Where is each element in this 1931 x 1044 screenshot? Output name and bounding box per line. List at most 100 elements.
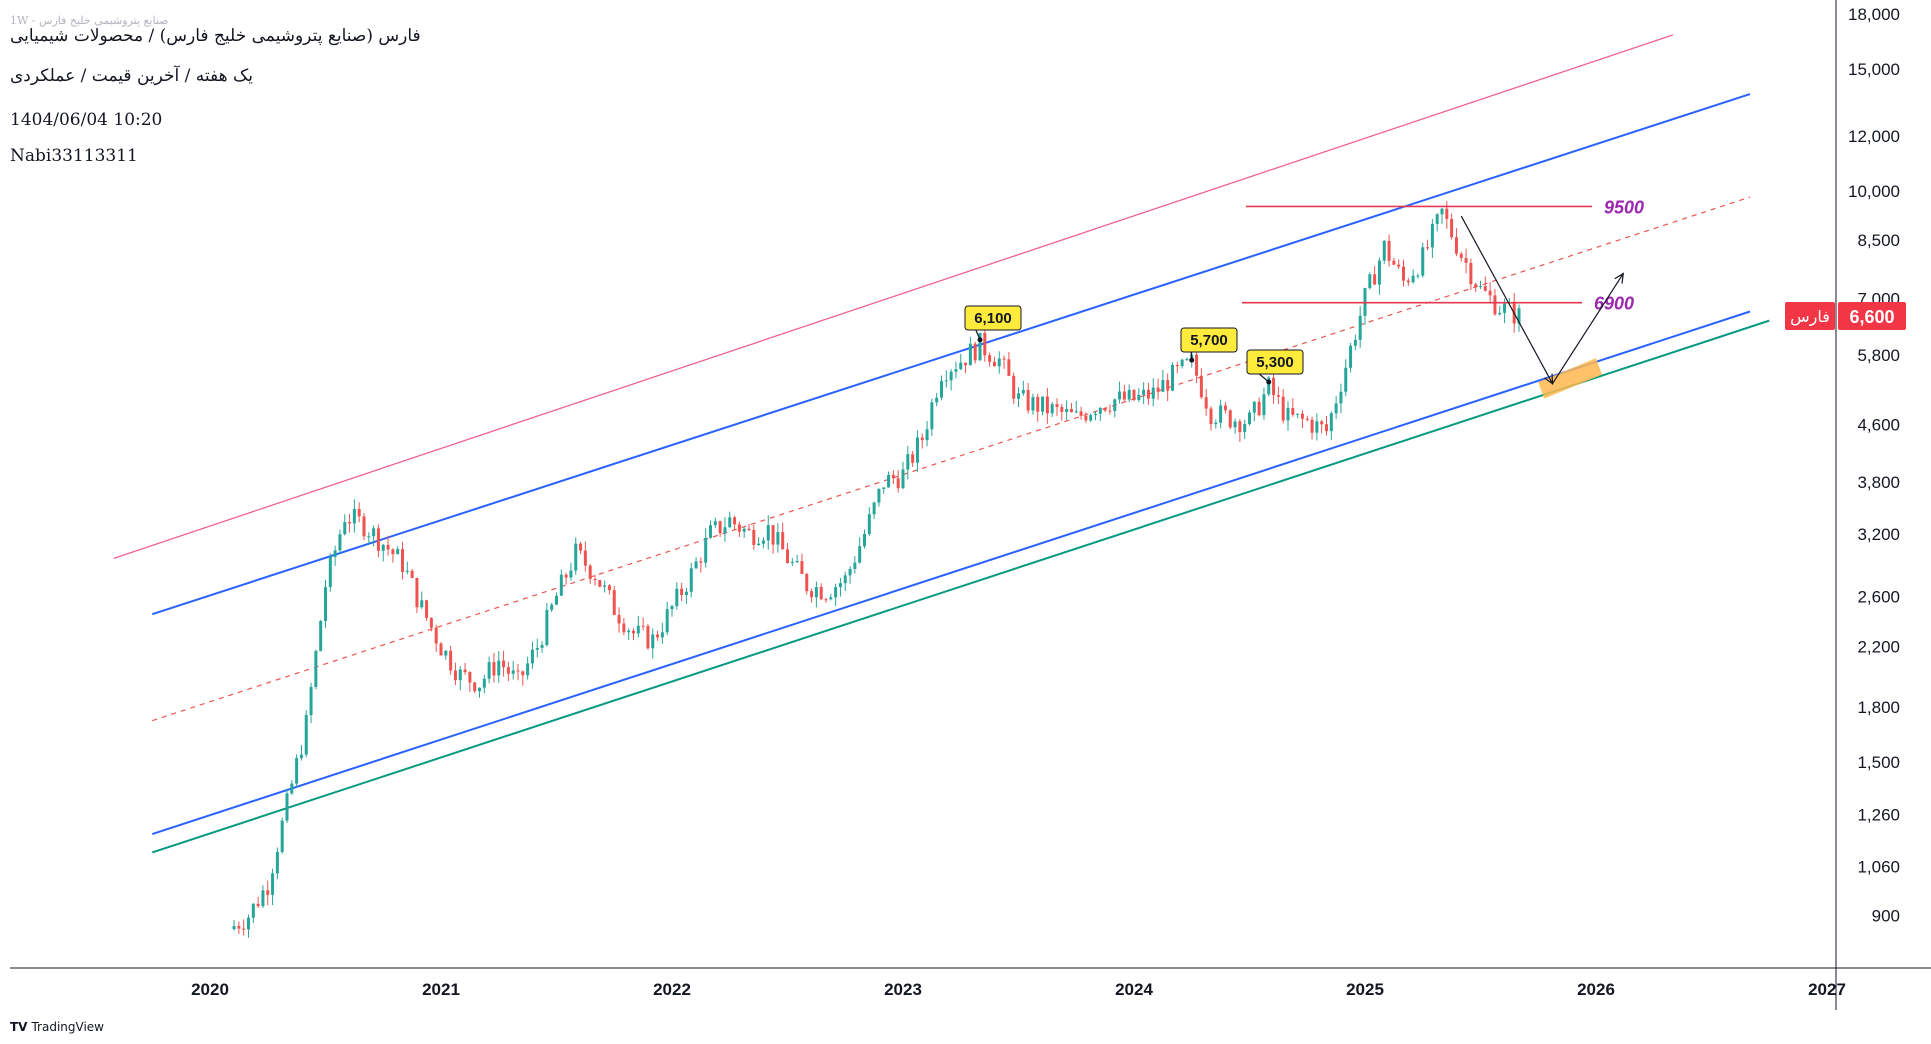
candle[interactable] <box>1262 387 1266 420</box>
candle[interactable] <box>434 624 438 652</box>
candle[interactable] <box>1050 401 1054 417</box>
candle[interactable] <box>444 649 448 660</box>
candle[interactable] <box>550 602 554 613</box>
candle[interactable] <box>1060 403 1064 421</box>
candle[interactable] <box>863 529 866 549</box>
candle[interactable] <box>497 651 501 683</box>
candle[interactable] <box>1084 412 1088 424</box>
candle[interactable] <box>362 513 366 541</box>
candle[interactable] <box>1267 376 1271 397</box>
candle[interactable] <box>1411 269 1415 284</box>
candle[interactable] <box>285 788 289 823</box>
candle[interactable] <box>1045 387 1049 424</box>
candle[interactable] <box>1079 406 1083 420</box>
candle[interactable] <box>439 641 443 656</box>
candle[interactable] <box>242 919 246 936</box>
candle[interactable] <box>819 583 823 601</box>
candle[interactable] <box>810 588 814 603</box>
candle[interactable] <box>511 661 515 680</box>
candle[interactable] <box>757 537 761 547</box>
candle[interactable] <box>1488 282 1492 302</box>
candle[interactable] <box>333 545 337 566</box>
candle[interactable] <box>367 532 371 544</box>
price-callout[interactable]: 5,700 <box>1180 327 1238 363</box>
candle[interactable] <box>1276 386 1280 405</box>
candle[interactable] <box>521 670 525 686</box>
candle[interactable] <box>1464 248 1468 274</box>
candle[interactable] <box>478 687 481 698</box>
candle[interactable] <box>988 352 992 367</box>
candle[interactable] <box>1257 397 1261 417</box>
candle[interactable] <box>280 817 284 854</box>
candle[interactable] <box>1069 402 1073 413</box>
candle[interactable] <box>1243 419 1247 439</box>
candle[interactable] <box>1440 208 1444 224</box>
candle[interactable] <box>343 514 347 536</box>
candle[interactable] <box>627 628 631 641</box>
candle[interactable] <box>1180 358 1184 369</box>
candle[interactable] <box>247 914 250 938</box>
candle[interactable] <box>275 847 279 880</box>
candle[interactable] <box>1118 381 1122 404</box>
candle[interactable] <box>646 623 650 650</box>
candle[interactable] <box>1161 369 1165 392</box>
candle[interactable] <box>877 488 881 507</box>
candle[interactable] <box>266 880 270 906</box>
candle[interactable] <box>1002 355 1006 369</box>
candle[interactable] <box>1252 400 1256 422</box>
candle[interactable] <box>781 522 785 550</box>
candle[interactable] <box>694 557 698 570</box>
candle[interactable] <box>964 362 968 374</box>
candle[interactable] <box>959 353 963 371</box>
candle[interactable] <box>1445 201 1449 229</box>
candle[interactable] <box>675 582 679 610</box>
candle[interactable] <box>1055 398 1059 416</box>
candle[interactable] <box>1498 305 1502 316</box>
candle[interactable] <box>251 903 255 924</box>
candle[interactable] <box>1228 409 1232 430</box>
candle[interactable] <box>699 557 703 573</box>
candle[interactable] <box>1421 242 1425 278</box>
candle[interactable] <box>1122 384 1126 402</box>
candle[interactable] <box>901 461 905 490</box>
candle[interactable] <box>925 421 929 447</box>
candle[interactable] <box>348 514 352 533</box>
candle[interactable] <box>1171 362 1174 392</box>
candle[interactable] <box>656 630 660 641</box>
candle[interactable] <box>1233 418 1237 434</box>
candle[interactable] <box>526 656 530 680</box>
candle[interactable] <box>1334 396 1338 419</box>
candle[interactable] <box>391 548 395 563</box>
candle[interactable] <box>1344 359 1348 397</box>
candle[interactable] <box>1041 396 1045 416</box>
candle[interactable] <box>232 920 236 931</box>
candle[interactable] <box>564 572 568 585</box>
candle[interactable] <box>1325 415 1328 436</box>
candle[interactable] <box>1373 266 1377 285</box>
candle[interactable] <box>569 562 573 581</box>
candle[interactable] <box>1479 280 1482 290</box>
candle[interactable] <box>632 628 635 641</box>
candle[interactable] <box>713 517 717 528</box>
candle[interactable] <box>463 662 467 675</box>
candle[interactable] <box>858 537 862 564</box>
candle[interactable] <box>352 499 356 533</box>
candle[interactable] <box>1065 400 1069 420</box>
channel-line-mid-dashed[interactable] <box>152 196 1751 722</box>
candle[interactable] <box>684 587 688 604</box>
channel-line-lower-green[interactable] <box>151 319 1770 854</box>
candle[interactable] <box>1248 410 1251 426</box>
candle[interactable] <box>906 445 910 480</box>
candle[interactable] <box>872 501 876 520</box>
candle[interactable] <box>728 511 732 528</box>
candle[interactable] <box>709 520 712 539</box>
candle[interactable] <box>930 398 934 437</box>
candle[interactable] <box>386 535 390 556</box>
candle[interactable] <box>1469 258 1473 290</box>
candle[interactable] <box>396 546 400 555</box>
candle[interactable] <box>487 656 491 684</box>
candle[interactable] <box>920 433 924 449</box>
candle[interactable] <box>1108 404 1112 415</box>
candle[interactable] <box>973 341 977 364</box>
candle[interactable] <box>381 543 385 562</box>
